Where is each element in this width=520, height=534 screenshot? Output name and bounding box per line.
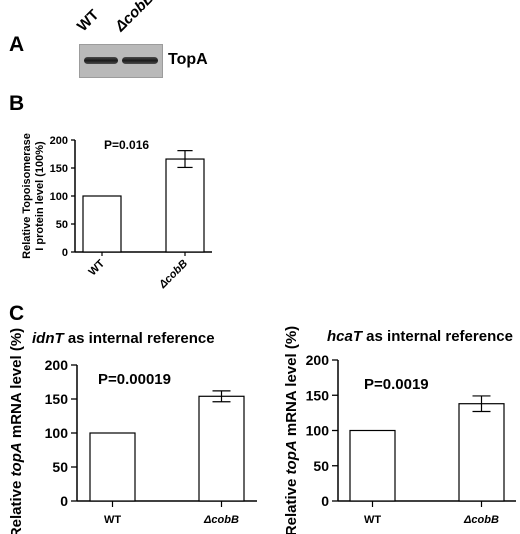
y-tick-label: 100: [45, 425, 69, 441]
y-tick-label: 0: [321, 493, 329, 509]
chart-title-gene: idnT: [32, 330, 65, 347]
y-axis-label-gene: topA: [8, 442, 25, 476]
x-tick-label: ΔcobB: [156, 258, 190, 292]
bar-0: [89, 432, 136, 502]
x-tick-label: WT: [87, 257, 108, 278]
y-axis-label-line: Relative Topoisomerase: [21, 133, 33, 259]
y-tick-label: 0: [62, 247, 68, 259]
y-tick-label: 50: [56, 219, 68, 231]
panel-label-a: A: [9, 33, 25, 56]
blot-band-wt: [84, 57, 118, 64]
x-tick-label: ΔcobB: [203, 514, 239, 526]
panel-label-c: C: [9, 302, 25, 325]
y-axis-label-line: I protein level (100%): [34, 141, 46, 251]
y-tick-label: 0: [60, 493, 68, 509]
p-value-annotation: P=0.00019: [98, 371, 171, 388]
chart-title-gene: hcaT: [327, 328, 364, 345]
y-axis-label: Relative TopoisomeraseI protein level (1…: [21, 133, 46, 259]
chart-b: 0 50 100 150 200 WT ΔcobB P=0.016 Relative Topoi…: [21, 133, 212, 291]
chart-c-left: 0 50 100 150 200 WT ΔcobB P=0.00019 Relative top…: [8, 328, 257, 534]
y-axis-label-part: Relative: [8, 476, 25, 534]
y-axis-label-gene: topA: [283, 440, 300, 474]
p-value-annotation: P=0.0019: [364, 376, 429, 393]
chart-title: idnT as internal reference: [32, 330, 215, 347]
panel-label-b: B: [9, 92, 25, 115]
blot-protein-label: TopA: [168, 51, 208, 68]
y-tick-label: 100: [306, 423, 330, 439]
y-tick-label: 200: [50, 135, 68, 147]
y-tick-label: 200: [306, 352, 330, 368]
bar-1: [458, 403, 505, 502]
chart-title-rest: as internal reference: [64, 330, 215, 347]
y-tick-label: 100: [50, 191, 68, 203]
bar-1: [165, 158, 205, 253]
x-tick-label: ΔcobB: [463, 514, 499, 526]
y-tick-label: 50: [52, 459, 68, 475]
y-axis-label-part: mRNA level (%): [283, 326, 300, 440]
chart-c-right: 0 50 100 150 200 WT ΔcobB P=0.0019 Relative topA…: [283, 326, 516, 534]
y-tick-label: 150: [306, 387, 330, 403]
blot-band-cobb: [122, 57, 158, 64]
x-tick-label: WT: [364, 514, 381, 526]
chart-title: hcaT as internal reference: [327, 328, 513, 345]
western-blot-image: [79, 44, 163, 78]
y-axis-label: Relative topA mRNA level (%): [8, 328, 25, 534]
x-tick-label: WT: [104, 514, 121, 526]
y-tick-label: 150: [45, 391, 69, 407]
bar-0: [82, 195, 122, 253]
y-tick-label: 50: [313, 458, 329, 474]
bar-0: [349, 429, 396, 502]
y-axis-label-part: Relative: [283, 474, 300, 534]
chart-title-rest: as internal reference: [362, 328, 513, 345]
y-axis-label-part: mRNA level (%): [8, 328, 25, 442]
bar-1: [198, 395, 245, 502]
y-tick-label: 150: [50, 163, 68, 175]
p-value-annotation: P=0.016: [104, 138, 149, 152]
y-axis-label: Relative topA mRNA level (%): [283, 326, 300, 534]
y-tick-label: 200: [45, 357, 69, 373]
